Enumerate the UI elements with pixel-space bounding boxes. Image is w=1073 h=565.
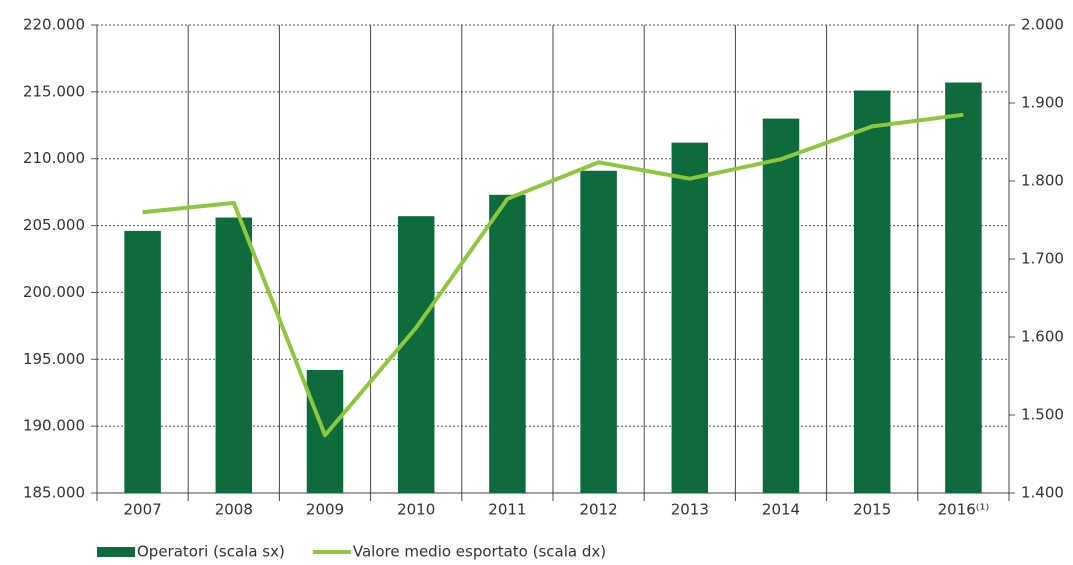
bar	[580, 170, 617, 493]
bar	[215, 217, 253, 493]
bar	[853, 90, 891, 494]
y2-tick-label: 1.400	[1021, 484, 1064, 502]
legend-swatch	[97, 547, 135, 557]
bar	[489, 194, 526, 493]
bar	[124, 230, 161, 494]
y2-tick-label: 1.500	[1021, 406, 1064, 424]
y-tick-label: 200.000	[23, 283, 85, 301]
bar	[945, 82, 982, 494]
y-tick-label: 190.000	[23, 417, 85, 435]
x-tick-label: 2007	[124, 501, 162, 519]
x-tick-label: 2011	[488, 501, 526, 519]
y-tick-label: 210.000	[23, 149, 85, 167]
x-tick-label: 2008	[215, 501, 253, 519]
x-tick-label: 2009	[306, 501, 344, 519]
line	[142, 112, 964, 438]
bar	[671, 142, 709, 493]
x-tick-label: 2012	[580, 501, 618, 519]
x-tick-label: 2014	[762, 501, 800, 519]
x-tick-label: 2015	[853, 501, 891, 519]
y2-tick-label: 1.900	[1021, 94, 1064, 112]
y-tick-label: 195.000	[23, 350, 85, 368]
legend-label: Operatori (scala sx)	[137, 543, 285, 561]
bar	[762, 118, 800, 493]
y-tick-label: 185.000	[23, 484, 85, 502]
x-tick-label: 2016⁽¹⁾	[938, 501, 990, 519]
y-tick-label: 205.000	[23, 216, 85, 234]
x-tick-label: 2013	[671, 501, 709, 519]
y2-tick-label: 1.600	[1021, 328, 1064, 346]
legend-label: Valore medio esportato (scala dx)	[353, 543, 606, 561]
bar	[397, 216, 435, 493]
x-tick-label: 2010	[397, 501, 435, 519]
y-tick-label: 220.000	[23, 16, 85, 34]
y2-tick-label: 2.000	[1021, 16, 1064, 34]
y2-tick-label: 1.800	[1021, 172, 1064, 190]
y-tick-label: 215.000	[23, 82, 85, 100]
y2-tick-label: 1.700	[1021, 250, 1064, 268]
